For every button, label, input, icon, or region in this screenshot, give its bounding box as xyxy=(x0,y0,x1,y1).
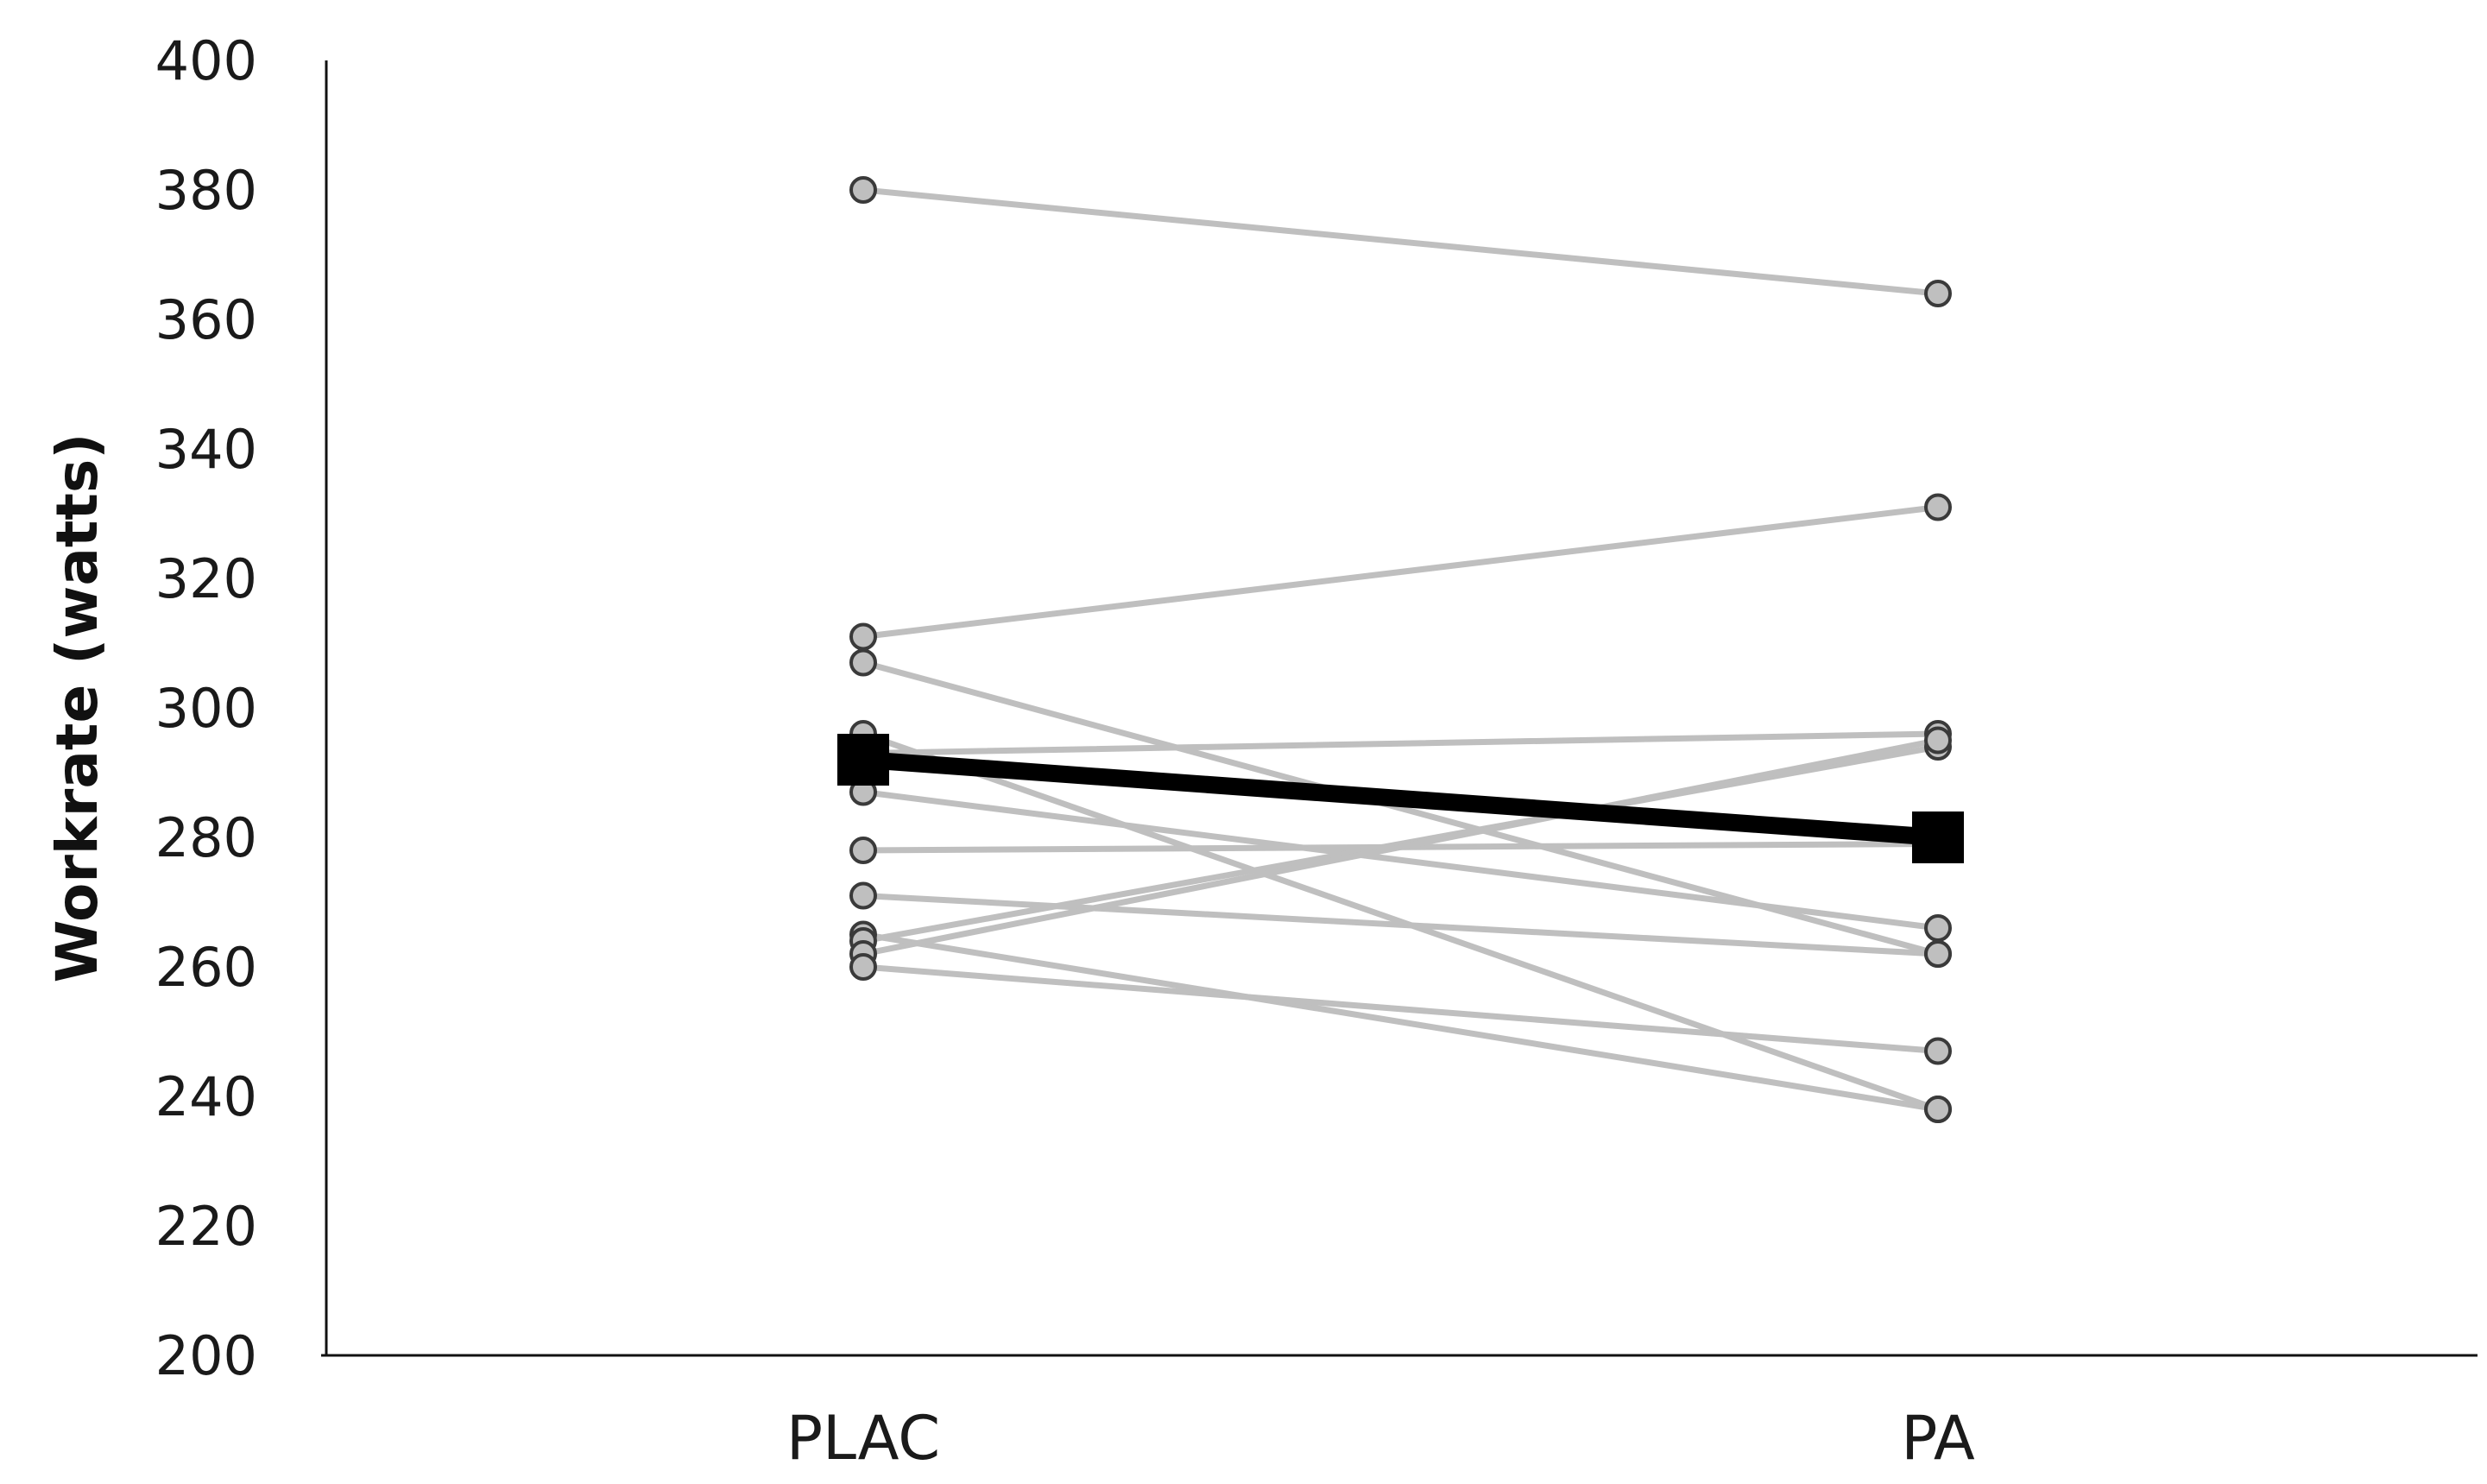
series-line-11 xyxy=(860,737,1941,957)
series-11-point-pa xyxy=(1924,726,1952,755)
series-line-5 xyxy=(860,730,1941,756)
y-tick-label: 380 xyxy=(155,159,257,222)
series-line-4 xyxy=(860,730,1941,1113)
mean-series xyxy=(837,734,1964,863)
series-8-point-pa xyxy=(1924,940,1952,968)
series-line-6 xyxy=(860,789,1941,931)
series-line-2 xyxy=(860,504,1941,640)
series-line-1 xyxy=(860,186,1941,297)
series-line-8 xyxy=(860,893,1941,957)
series-12-point-pa xyxy=(1924,1037,1952,1065)
y-tick-label: 360 xyxy=(155,288,257,351)
y-axis-title: Workrate (watts) xyxy=(44,433,110,983)
y-tick-label: 300 xyxy=(155,677,257,740)
y-tick-label: 260 xyxy=(155,936,257,999)
series-line-10 xyxy=(860,743,1941,944)
series-12-point-plac xyxy=(849,953,877,981)
axes xyxy=(321,60,2478,1357)
x-category-label: PA xyxy=(1901,1403,1975,1474)
mean-line xyxy=(862,751,1939,846)
series-2-point-plac xyxy=(849,622,877,651)
y-tick-label: 280 xyxy=(155,806,257,869)
series-7-point-plac xyxy=(849,837,877,864)
y-tick-label: 400 xyxy=(155,29,257,92)
series-2-point-pa xyxy=(1924,493,1952,521)
y-axis-ticks: 200 220 240 260 280 300 320 340 360 380 400 xyxy=(155,29,257,1387)
y-tick-label: 240 xyxy=(155,1065,257,1128)
series-9-point-pa xyxy=(1924,1096,1952,1123)
y-tick-label: 340 xyxy=(155,418,257,481)
mean-point-plac xyxy=(837,734,889,786)
y-tick-label: 200 xyxy=(155,1324,257,1387)
series-3-point-plac xyxy=(849,648,877,677)
series-line-12 xyxy=(860,963,1941,1054)
mean-point-pa xyxy=(1912,811,1964,863)
y-tick-label: 220 xyxy=(155,1195,257,1258)
y-tick-label: 320 xyxy=(155,547,257,610)
x-category-label: PLAC xyxy=(786,1403,940,1474)
x-axis-category-labels: PLAC PA xyxy=(786,1403,1975,1474)
series-line-9 xyxy=(860,931,1941,1113)
series-6-point-pa xyxy=(1924,914,1952,942)
series-1-point-plac xyxy=(849,176,877,204)
series-8-point-plac xyxy=(849,881,877,910)
individual-lines xyxy=(849,176,1952,1123)
series-1-point-pa xyxy=(1924,280,1952,307)
